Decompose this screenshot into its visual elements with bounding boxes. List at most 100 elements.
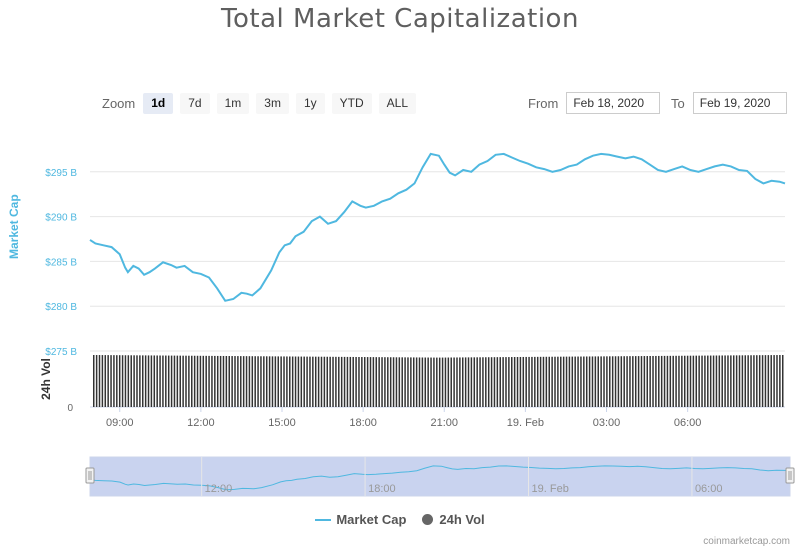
zoom-button-1y[interactable]: 1y bbox=[295, 92, 325, 114]
volume-bar bbox=[511, 357, 513, 407]
volume-bar bbox=[118, 355, 121, 407]
volume-bar bbox=[571, 356, 574, 407]
volume-bar bbox=[487, 357, 490, 407]
volume-bar bbox=[640, 356, 643, 407]
volume-bar bbox=[289, 356, 291, 407]
volume-bar bbox=[620, 356, 623, 407]
volume-bar bbox=[531, 356, 533, 407]
volume-bar bbox=[314, 356, 317, 407]
volume-bar bbox=[352, 356, 354, 407]
volume-bar bbox=[211, 355, 213, 407]
volume-bar bbox=[776, 355, 778, 407]
zoom-button-3m[interactable]: 3m bbox=[256, 92, 289, 114]
volume-bar bbox=[646, 356, 649, 407]
volume-bar bbox=[280, 356, 282, 407]
volume-bar bbox=[116, 355, 118, 407]
legend-item-volume[interactable]: 24h Vol bbox=[422, 512, 485, 527]
volume-bar bbox=[291, 356, 294, 407]
volume-bar bbox=[591, 356, 594, 407]
volume-bar bbox=[585, 356, 588, 407]
volume-bar bbox=[764, 355, 767, 407]
zoom-button-1d[interactable]: 1d bbox=[143, 92, 174, 114]
volume-bar bbox=[738, 355, 741, 407]
zoom-button-all[interactable]: ALL bbox=[378, 92, 416, 114]
volume-bar bbox=[205, 355, 207, 407]
volume-bar bbox=[424, 357, 427, 407]
volume-bar bbox=[193, 355, 196, 407]
volume-bar bbox=[309, 356, 311, 407]
volume-bar bbox=[225, 356, 228, 407]
volume-bar bbox=[548, 356, 550, 407]
navigator[interactable]: 12:00 18:00 19. Feb 06:00 bbox=[85, 456, 795, 497]
chart-title: Total Market Capitalization bbox=[221, 4, 579, 34]
volume-bar bbox=[196, 355, 199, 407]
volume-bar bbox=[104, 355, 107, 407]
legend-label-volume: 24h Vol bbox=[439, 512, 485, 527]
volume-bar bbox=[395, 357, 398, 407]
volume-bar bbox=[565, 356, 568, 407]
volume-bar bbox=[652, 355, 654, 407]
volume-bar bbox=[182, 355, 184, 407]
volume-bar bbox=[462, 357, 464, 407]
from-label: From bbox=[528, 95, 559, 111]
volume-bar bbox=[159, 355, 161, 407]
volume-bar bbox=[170, 355, 173, 407]
to-date-input[interactable]: Feb 19, 2020 bbox=[692, 92, 787, 114]
volume-bar bbox=[165, 355, 167, 407]
volume-bar bbox=[724, 355, 726, 407]
volume-bar bbox=[271, 356, 274, 407]
volume-bar bbox=[695, 355, 698, 407]
volume-bar bbox=[513, 357, 516, 407]
from-date-input[interactable]: Feb 18, 2020 bbox=[566, 92, 661, 114]
volume-bar bbox=[312, 356, 314, 407]
volume-bar bbox=[686, 355, 689, 407]
volume-bar bbox=[773, 355, 775, 407]
volume-bar bbox=[254, 356, 256, 407]
volume-bar bbox=[758, 355, 761, 407]
volume-bar bbox=[242, 356, 245, 407]
volume-bar bbox=[444, 357, 447, 407]
volume-bar bbox=[562, 356, 565, 407]
volume-bar bbox=[675, 355, 677, 407]
volume-bar bbox=[588, 356, 591, 407]
volume-bar bbox=[568, 356, 571, 407]
volume-bar bbox=[199, 355, 202, 407]
volume-bar bbox=[415, 357, 418, 407]
volume-bar bbox=[389, 357, 392, 407]
volume-bar bbox=[718, 355, 721, 407]
navigator-handle-right[interactable] bbox=[785, 467, 795, 484]
zoom-button-7d[interactable]: 7d bbox=[180, 92, 210, 114]
credit-link[interactable]: coinmarketcap.com bbox=[703, 536, 790, 547]
volume-bar bbox=[410, 357, 412, 407]
volume-bar bbox=[355, 356, 357, 407]
volume-bar bbox=[384, 357, 386, 407]
volume-bar bbox=[519, 356, 522, 407]
volume-bar bbox=[701, 355, 703, 407]
market-cap-swatch bbox=[315, 518, 332, 521]
volume-bar bbox=[404, 357, 406, 407]
volume-bar bbox=[525, 356, 527, 407]
volume-bar bbox=[753, 355, 755, 407]
volume-bar bbox=[214, 355, 216, 407]
volume-bar bbox=[133, 355, 135, 407]
zoom-button-ytd[interactable]: YTD bbox=[331, 92, 372, 114]
volume-bar bbox=[257, 356, 259, 407]
volume-bar bbox=[375, 357, 378, 407]
volume-bar bbox=[317, 356, 320, 407]
zoom-button-1m[interactable]: 1m bbox=[216, 92, 250, 114]
volume-bar bbox=[560, 356, 562, 407]
volume-bar bbox=[669, 355, 672, 407]
legend-item-market-cap[interactable]: Market Cap bbox=[315, 512, 406, 527]
navigator-series-line bbox=[89, 465, 791, 491]
volume-bar bbox=[320, 356, 323, 407]
navigator-tick-label: 18:00 bbox=[368, 483, 396, 495]
volume-bar bbox=[130, 355, 132, 407]
volume-bar bbox=[121, 355, 124, 407]
volume-bar bbox=[179, 355, 181, 407]
volume-bar bbox=[528, 356, 530, 407]
volume-bar bbox=[107, 355, 109, 407]
volume-bar bbox=[202, 355, 205, 407]
navigator-handle-left[interactable] bbox=[85, 467, 95, 484]
volume-bar bbox=[147, 355, 150, 407]
market-cap-line[interactable] bbox=[89, 152, 786, 302]
